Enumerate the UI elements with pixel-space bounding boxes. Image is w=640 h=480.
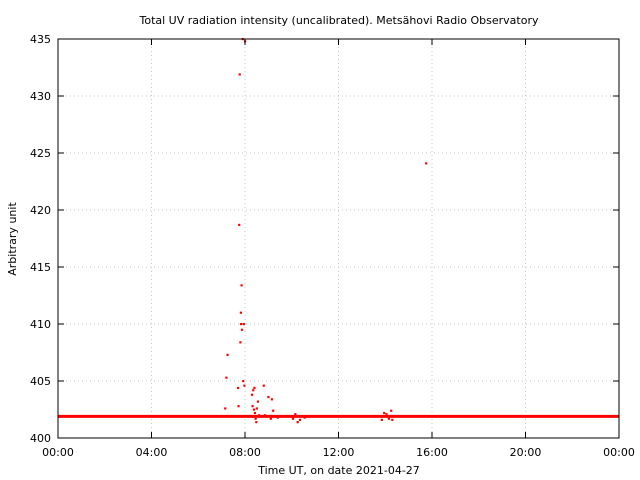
y-tick-label: 410 [30,318,51,331]
data-point [238,223,241,227]
y-tick-label: 400 [30,432,51,445]
data-point [383,411,386,415]
data-point [254,417,257,420]
data-point [269,417,272,420]
data-point [256,400,260,403]
data-point [239,341,242,344]
y-tick-label: 415 [30,261,51,274]
data-point [251,405,254,408]
x-axis: 00:00 04:00 08:00 12:00 16:00 20:00 00:00 [42,39,635,459]
grid [58,39,619,438]
x-tick-label: 12:00 [323,446,355,459]
y-tick-label: 430 [30,90,51,103]
data-point [242,380,245,383]
data-point [276,416,279,419]
y-axis-label: Arbitrary unit [6,202,19,276]
data-point [253,411,257,415]
x-tick-label: 08:00 [229,446,261,459]
x-tick-label: 00:00 [603,446,635,459]
data-point [240,284,243,287]
data-point [258,414,261,417]
data-point [240,328,244,331]
x-tick-label: 16:00 [416,446,448,459]
data-point [243,384,246,387]
data-point [237,405,240,408]
data-point [253,386,256,390]
y-tick-label: 425 [30,147,51,160]
data-point [242,323,246,326]
x-tick-label: 04:00 [136,446,168,459]
data-point [255,407,258,410]
data-point [298,418,302,421]
data-point [272,409,275,412]
data-point [255,421,258,424]
y-tick-label: 420 [30,204,51,217]
plot-frame [57,38,620,439]
data-point [225,376,228,379]
x-axis-label: Time UT, on date 2021-04-27 [257,464,420,477]
data-point [252,408,256,411]
data-point [263,414,267,417]
data-point [385,413,388,416]
y-tick-label: 435 [30,33,51,46]
y-axis: 400 405 410 415 420 425 430 435 [30,33,619,445]
data-point [387,417,390,420]
data-point [262,384,265,387]
data-point [251,393,254,396]
data-point [238,73,241,76]
data-point [296,421,299,424]
data-point [224,407,227,410]
chart-title: Total UV radiation intensity (uncalibrat… [139,14,539,27]
data-point [240,323,243,326]
data-point [425,162,428,165]
data-point [236,386,240,390]
data-point [226,353,229,356]
data-point [391,418,394,421]
x-tick-label: 20:00 [510,446,542,459]
x-tick-label: 00:00 [42,446,74,459]
data-point [380,418,383,421]
data-point [291,417,295,420]
data-point [303,416,306,419]
data-point [390,409,393,412]
data-point [252,389,255,392]
data-point [267,395,270,399]
data-point [270,398,274,401]
y-tick-label: 405 [30,375,51,388]
data-point [239,311,242,314]
data-point [294,413,297,416]
